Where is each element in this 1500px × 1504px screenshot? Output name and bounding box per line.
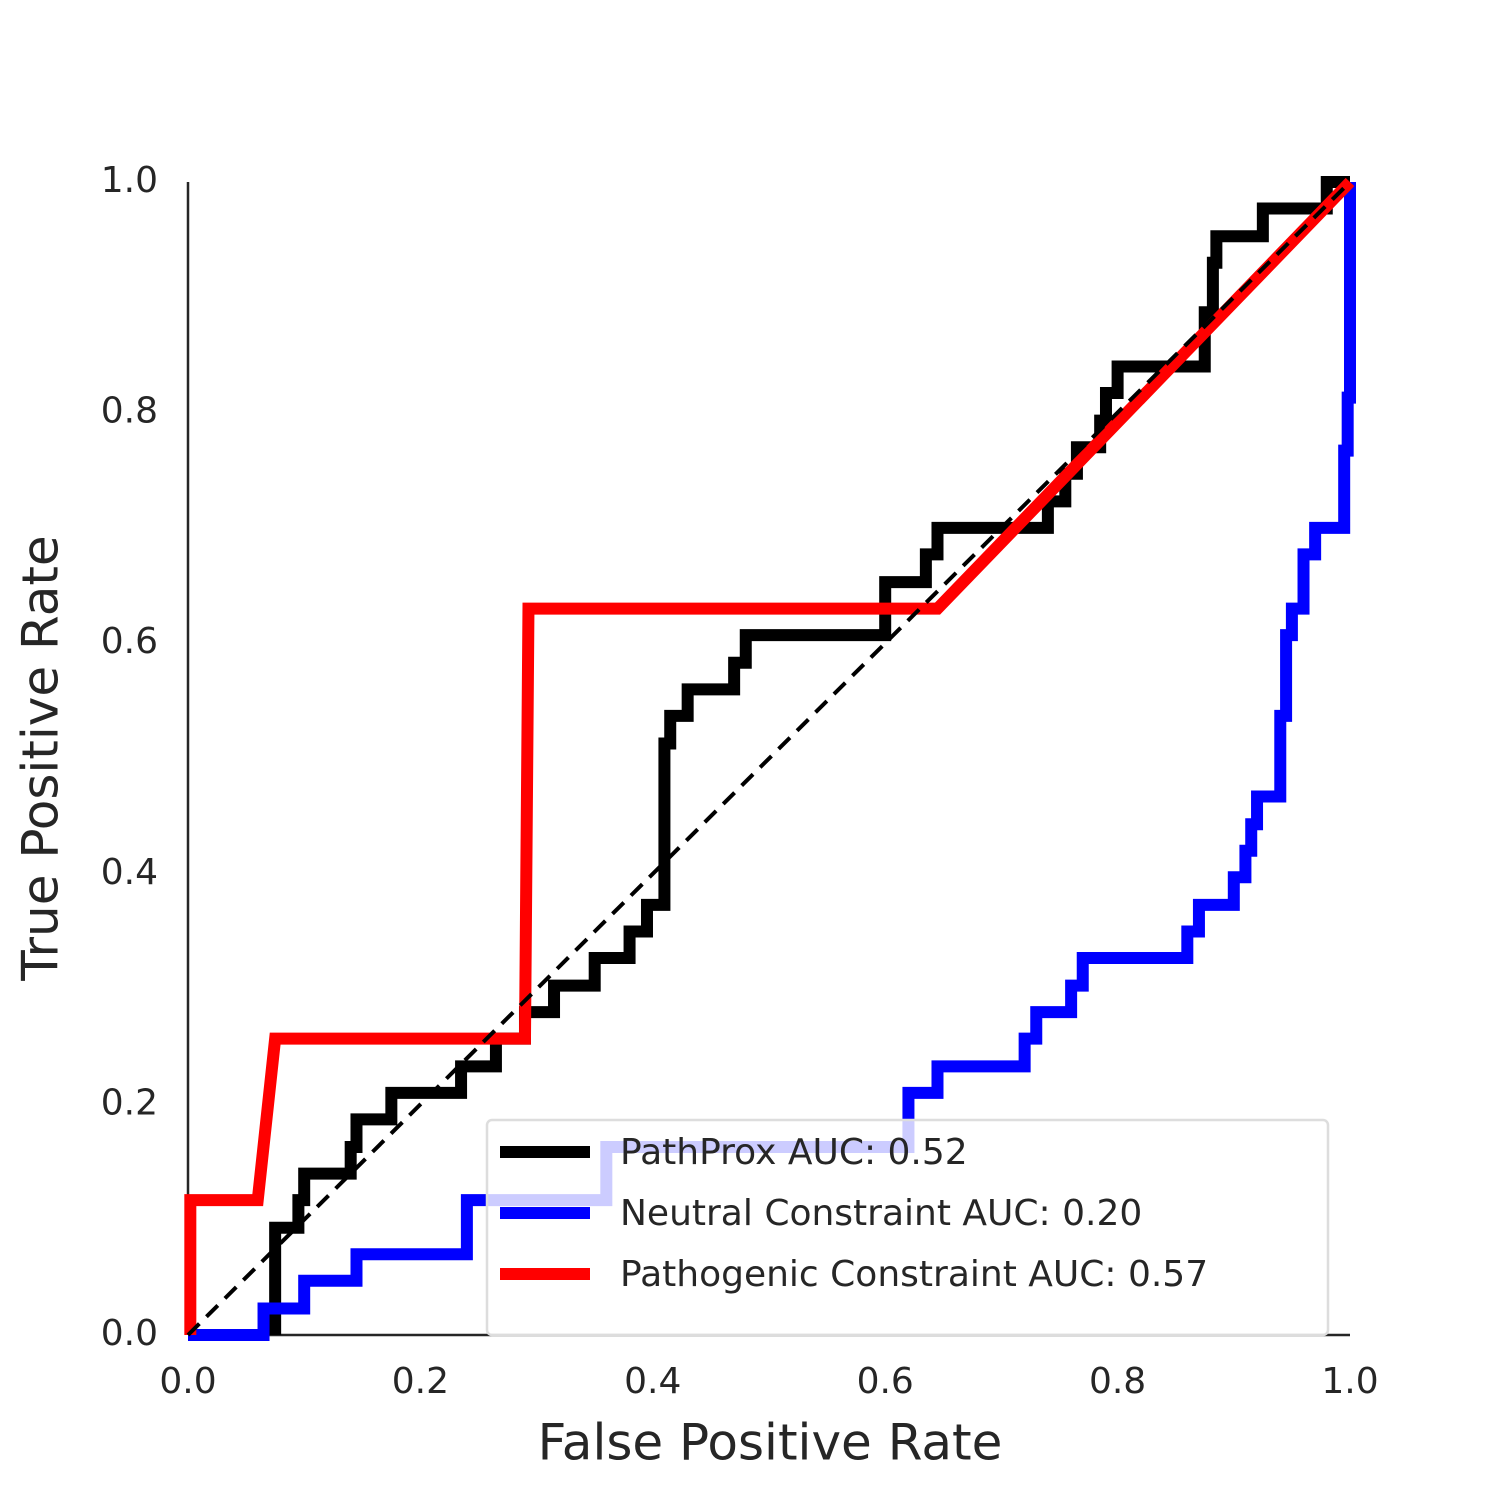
legend-label: PathProx AUC: 0.52 [620,1132,968,1173]
y-tick-label: 0.4 [101,852,158,893]
legend-label: Neutral Constraint AUC: 0.20 [620,1193,1142,1234]
x-tick-label: 0.0 [159,1361,216,1402]
x-axis-label: False Positive Rate [538,1414,1003,1472]
y-tick-label: 0.6 [101,621,158,662]
roc-line [184,177,1355,1335]
x-tick-label: 0.8 [1089,1361,1146,1402]
x-tick-label: 1.0 [1321,1361,1378,1402]
y-axis-label: True Positive Rate [12,535,70,981]
legend-box [485,1118,1330,1337]
reference-line [186,180,1352,1337]
y-tick-label: 0.8 [101,391,158,432]
y-tick-label: 1.0 [101,160,158,201]
x-tick-label: 0.6 [857,1361,914,1402]
y-tick-label: 0.2 [101,1082,158,1123]
y-tick-label: 0.0 [101,1313,158,1354]
roc-line [269,176,1350,1335]
legend-label: Pathogenic Constraint AUC: 0.57 [620,1254,1208,1295]
x-tick-label: 0.4 [624,1361,681,1402]
x-tick-label: 0.2 [392,1361,449,1402]
